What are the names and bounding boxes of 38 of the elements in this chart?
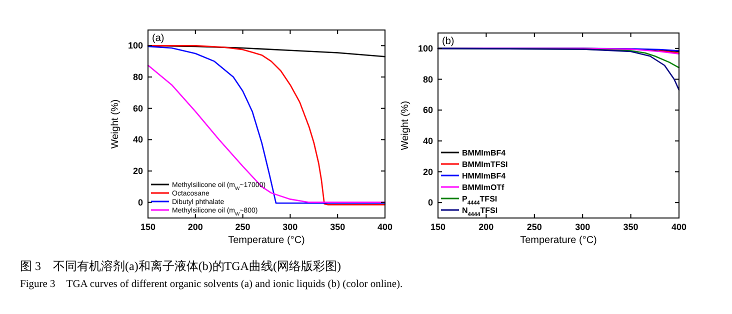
y-tick-label: 40 [132, 134, 143, 145]
y-tick-label: 80 [132, 72, 143, 82]
y-tick-label: 80 [422, 74, 433, 84]
legend-label: N$_{4444}$TFSI [462, 206, 498, 218]
x-tick-label: 250 [526, 222, 542, 232]
x-tick-label: 300 [575, 222, 590, 232]
y-tick-label: 100 [418, 43, 433, 54]
x-axis-title: Temperature (°C) [228, 235, 305, 246]
legend-label: BMMImTFSI [462, 160, 508, 169]
y-tick-label: 100 [128, 40, 143, 51]
legend-label: BMMImOTf [462, 182, 505, 192]
legend-label: P$_{4444}$TFSI [462, 194, 498, 206]
caption: 图 3 不同有机溶剂(a)和离子液体(b)的TGA曲线(网络版彩图) [20, 259, 341, 273]
legend-label: BMMImBF4 [462, 148, 506, 158]
chart-title: (b) [442, 36, 454, 47]
x-tick-label: 150 [430, 222, 446, 232]
y-tick-label: 0 [428, 198, 433, 208]
y-tick-label: 40 [422, 136, 433, 146]
y-axis-title: Weight (%) [400, 100, 411, 150]
x-tick-label: 200 [478, 222, 494, 232]
x-tick-label: 300 [282, 222, 298, 232]
caption: Figure 3 TGA curves of different organic solvents (a) and ionic liquids (b) (color online). [20, 279, 403, 290]
x-tick-label: 400 [671, 222, 687, 232]
chart-title: (a) [152, 33, 164, 44]
x-tick-label: 150 [140, 222, 156, 232]
x-tick-label: 250 [235, 222, 250, 232]
y-tick-label: 20 [132, 166, 143, 176]
x-axis-title: Temperature (°C) [520, 235, 597, 246]
x-tick-label: 350 [330, 222, 346, 232]
x-tick-label: 200 [188, 222, 203, 232]
y-tick-label: 0 [138, 197, 143, 208]
y-tick-label: 60 [132, 103, 143, 114]
x-tick-label: 400 [377, 222, 393, 232]
y-tick-label: 60 [422, 105, 433, 116]
legend-label: HMMImBF4 [462, 171, 506, 180]
x-tick-label: 350 [623, 222, 638, 232]
y-axis-title: Weight (%) [110, 99, 121, 149]
y-tick-label: 20 [422, 166, 433, 177]
